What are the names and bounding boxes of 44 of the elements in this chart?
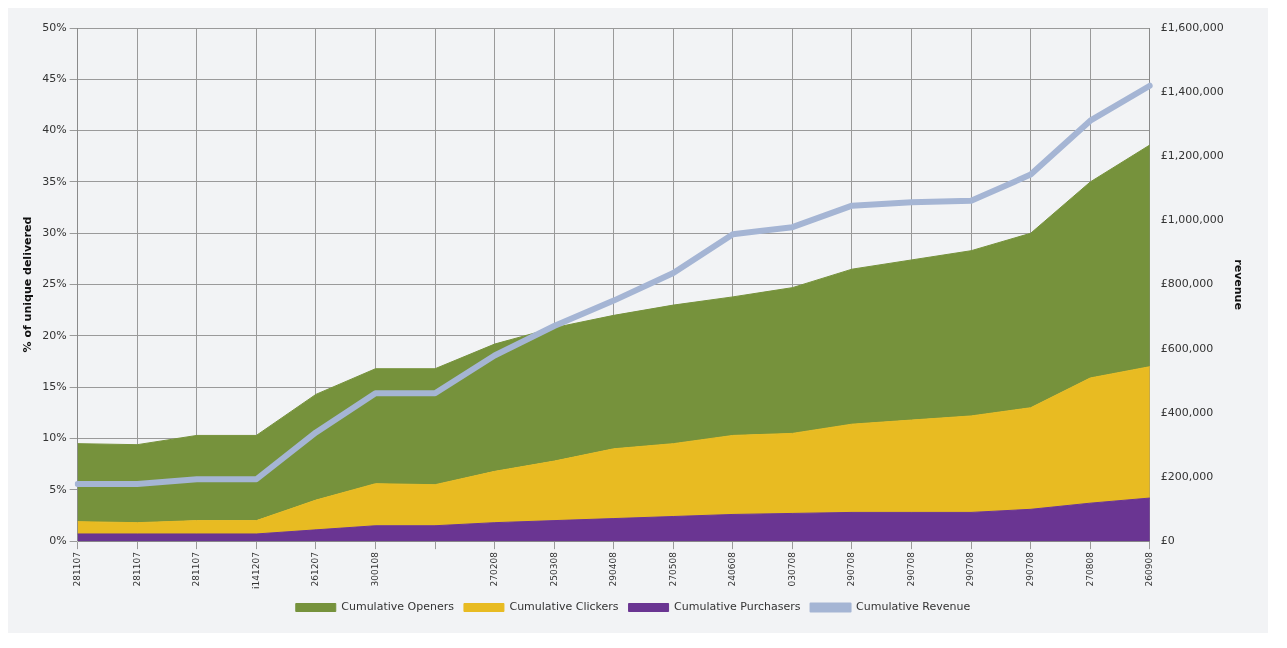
y2-tick-label: £0	[1160, 534, 1175, 547]
y-tick-label: 45%	[42, 72, 67, 86]
y-tick-label: 40%	[42, 123, 67, 137]
y-tick-label: 50%	[42, 20, 67, 34]
x-tick-label: 290708	[905, 551, 916, 587]
x-tick-label: 281107	[191, 552, 202, 587]
x-tick-label: 240608	[727, 551, 738, 587]
y2-tick-label: £1,000,000	[1160, 213, 1224, 227]
x-tick-label: 290708	[1025, 551, 1036, 587]
y-axis-title: % of unique delivered	[21, 216, 35, 353]
x-tick-label: 030708	[786, 551, 797, 587]
y-tick-label: 25%	[42, 277, 67, 291]
x-tick-label: 290708	[846, 551, 857, 587]
y2-tick-label: £1,200,000	[1160, 149, 1224, 163]
x-tick-label: 281107	[71, 552, 82, 587]
y2-tick-label: £800,000	[1160, 277, 1214, 291]
x-tick-label: 250308	[548, 551, 559, 587]
x-tick-label: 281107	[131, 552, 142, 587]
y-tick-label: 20%	[42, 328, 67, 342]
x-tick-label: 270508	[667, 551, 678, 587]
x-tick-label: 290708	[965, 551, 976, 587]
y-tick-label: 30%	[42, 226, 67, 240]
y-tick-label: 10%	[42, 431, 67, 445]
legend-label: Cumulative Openers	[341, 600, 455, 614]
y2-tick-label: £1,400,000	[1160, 85, 1224, 98]
y2-tick-label: £200,000	[1160, 469, 1214, 483]
x-tick-label: 290408	[608, 551, 619, 587]
y-tick-label: 15%	[42, 380, 67, 394]
x-tick-label: 270208	[488, 551, 499, 587]
y-tick-label: 0%	[49, 534, 67, 547]
legend-label: Cumulative Revenue	[856, 600, 971, 614]
x-tick-label: 300108	[369, 551, 380, 587]
y2-axis-title: revenue	[1231, 259, 1245, 310]
x-tick-label: i141207	[250, 552, 261, 589]
x-tick-label: 270808	[1084, 551, 1095, 587]
legend-label: Cumulative Clickers	[509, 600, 619, 614]
y-tick-label: 5%	[49, 482, 67, 496]
y2-tick-label: £1,600,000	[1160, 20, 1224, 34]
x-tick-label: 260908	[1144, 551, 1155, 587]
x-tick-label: 261207	[310, 552, 321, 587]
legend-label: Cumulative Purchasers	[674, 600, 801, 614]
y2-tick-label: £600,000	[1160, 341, 1214, 355]
y-tick-label: 35%	[42, 174, 67, 188]
y2-tick-label: £400,000	[1160, 405, 1214, 419]
